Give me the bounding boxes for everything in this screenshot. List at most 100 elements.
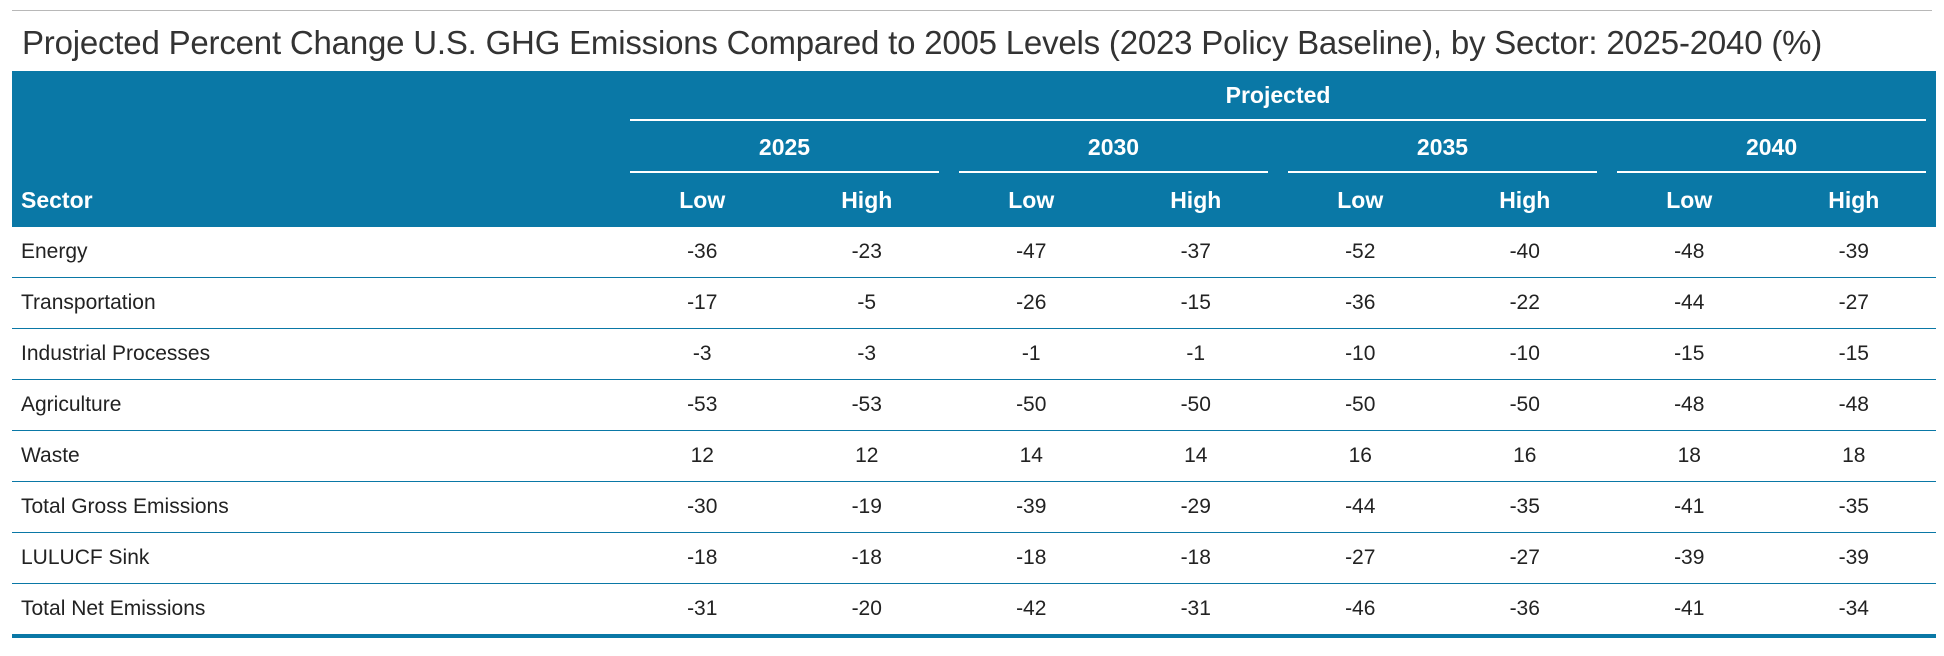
year-label: 2030 [959, 123, 1268, 173]
value-cell: -18 [784, 532, 949, 584]
value-cell: -27 [1771, 277, 1937, 329]
header-row-group: Sector Projected [12, 71, 1937, 227]
value-cell: -36 [1278, 277, 1443, 329]
table-row: Agriculture -53 -53 -50 -50 -50 -50 -48 … [12, 379, 1937, 431]
table-row: Industrial Processes -3 -3 -1 -1 -10 -10… [12, 328, 1937, 380]
value-cell: 12 [784, 430, 949, 482]
value-cell: -18 [620, 532, 785, 584]
sector-cell: Energy [12, 227, 620, 278]
sector-cell: Waste [12, 430, 620, 482]
table-row: LULUCF Sink -18 -18 -18 -18 -27 -27 -39 … [12, 532, 1937, 584]
value-cell: -50 [1442, 379, 1607, 431]
value-cell: -50 [949, 379, 1114, 431]
value-cell: -15 [1113, 277, 1278, 329]
projected-group-header: Projected [620, 71, 1937, 121]
low-header: Low [620, 174, 785, 227]
value-cell: -53 [784, 379, 949, 431]
value-cell: 14 [1113, 430, 1278, 482]
value-cell: -15 [1607, 328, 1772, 380]
page-title: Projected Percent Change U.S. GHG Emissi… [22, 24, 1823, 61]
year-label: 2040 [1617, 123, 1927, 173]
year-header-2030: 2030 [949, 121, 1278, 174]
value-cell: -10 [1442, 328, 1607, 380]
value-cell: -39 [1607, 532, 1772, 584]
sector-cell: Total Net Emissions [12, 583, 620, 638]
sector-cell: Transportation [12, 277, 620, 329]
sector-cell: LULUCF Sink [12, 532, 620, 584]
table-row: Transportation -17 -5 -26 -15 -36 -22 -4… [12, 277, 1937, 329]
value-cell: -48 [1771, 379, 1937, 431]
value-cell: -17 [620, 277, 785, 329]
value-cell: -18 [949, 532, 1114, 584]
value-cell: -5 [784, 277, 949, 329]
sector-cell: Total Gross Emissions [12, 481, 620, 533]
high-header: High [1113, 174, 1278, 227]
year-header-2035: 2035 [1278, 121, 1607, 174]
value-cell: 16 [1442, 430, 1607, 482]
value-cell: 12 [620, 430, 785, 482]
value-cell: -1 [949, 328, 1114, 380]
value-cell: -23 [784, 227, 949, 278]
value-cell: -53 [620, 379, 785, 431]
low-header: Low [949, 174, 1114, 227]
value-cell: 14 [949, 430, 1114, 482]
year-label: 2025 [630, 123, 939, 173]
value-cell: -31 [620, 583, 785, 638]
value-cell: -47 [949, 227, 1114, 278]
value-cell: -42 [949, 583, 1114, 638]
value-cell: -15 [1771, 328, 1937, 380]
year-label: 2035 [1288, 123, 1597, 173]
value-cell: -39 [1771, 532, 1937, 584]
value-cell: -36 [620, 227, 785, 278]
value-cell: 18 [1771, 430, 1937, 482]
sector-column-header: Sector [12, 71, 620, 227]
header-row-years: 2025 2030 2035 2040 [12, 121, 1937, 174]
value-cell: -30 [620, 481, 785, 533]
value-cell: -39 [1771, 227, 1937, 278]
high-header: High [1771, 174, 1937, 227]
projected-label: Projected [630, 71, 1927, 121]
value-cell: -40 [1442, 227, 1607, 278]
value-cell: -35 [1771, 481, 1937, 533]
value-cell: -41 [1607, 583, 1772, 638]
top-rule [12, 10, 1932, 11]
year-header-2025: 2025 [620, 121, 949, 174]
value-cell: -31 [1113, 583, 1278, 638]
value-cell: -35 [1442, 481, 1607, 533]
value-cell: -27 [1278, 532, 1443, 584]
value-cell: -39 [949, 481, 1114, 533]
value-cell: -50 [1113, 379, 1278, 431]
value-cell: -37 [1113, 227, 1278, 278]
value-cell: -18 [1113, 532, 1278, 584]
value-cell: -50 [1278, 379, 1443, 431]
high-header: High [1442, 174, 1607, 227]
low-header: Low [1278, 174, 1443, 227]
value-cell: -52 [1278, 227, 1443, 278]
header-row-low-high: Low High Low High Low High Low High [12, 174, 1937, 227]
table-row: Waste 12 12 14 14 16 16 18 18 [12, 430, 1937, 482]
sector-cell: Industrial Processes [12, 328, 620, 380]
table-row: Total Gross Emissions -30 -19 -39 -29 -4… [12, 481, 1937, 533]
value-cell: -3 [620, 328, 785, 380]
value-cell: -46 [1278, 583, 1443, 638]
value-cell: -27 [1442, 532, 1607, 584]
value-cell: -3 [784, 328, 949, 380]
high-header: High [784, 174, 949, 227]
low-header: Low [1607, 174, 1772, 227]
value-cell: -19 [784, 481, 949, 533]
value-cell: -20 [784, 583, 949, 638]
year-header-2040: 2040 [1607, 121, 1937, 174]
value-cell: -34 [1771, 583, 1937, 638]
sector-cell: Agriculture [12, 379, 620, 431]
value-cell: -36 [1442, 583, 1607, 638]
value-cell: 18 [1607, 430, 1772, 482]
value-cell: -48 [1607, 227, 1772, 278]
value-cell: -48 [1607, 379, 1772, 431]
value-cell: -22 [1442, 277, 1607, 329]
table-body: Energy -36 -23 -47 -37 -52 -40 -48 -39 T… [12, 227, 1937, 638]
emissions-table: Sector Projected 2025 2030 2035 2040 Low… [12, 71, 1937, 638]
value-cell: -10 [1278, 328, 1443, 380]
table-row: Energy -36 -23 -47 -37 -52 -40 -48 -39 [12, 227, 1937, 278]
value-cell: -29 [1113, 481, 1278, 533]
value-cell: -41 [1607, 481, 1772, 533]
